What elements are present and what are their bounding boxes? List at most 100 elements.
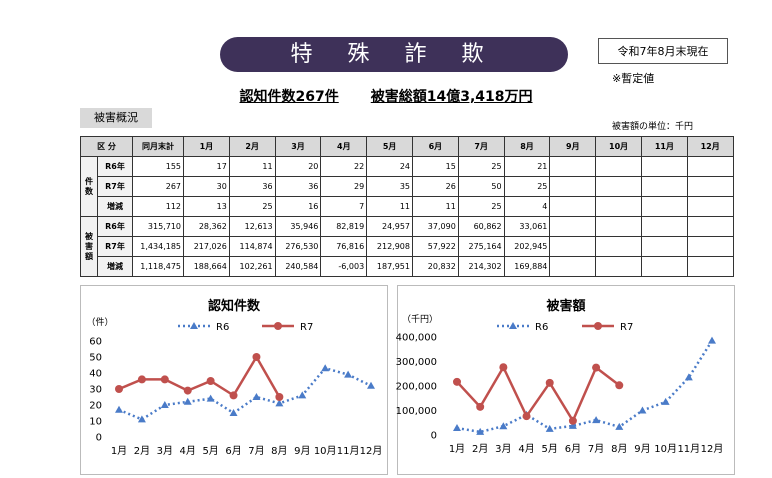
point bbox=[206, 394, 215, 402]
x-tick-label: 11月 bbox=[677, 443, 700, 455]
summary: 認知件数267件 被害総額14億3,418万円 bbox=[0, 86, 772, 106]
row-label: R7年 bbox=[96, 236, 134, 257]
header-cell: 10月 bbox=[595, 136, 642, 157]
row-label: 増減 bbox=[96, 196, 134, 217]
cell: 187,951 bbox=[366, 256, 413, 277]
cell: 114,874 bbox=[228, 236, 276, 257]
axis-label: （件） bbox=[86, 316, 113, 328]
x-tick-label: 2月 bbox=[472, 443, 488, 455]
row: 増減 1,118,475 188,664 102,261 240,584 -6,003 18… bbox=[81, 256, 734, 277]
y-tick-label: 400,000 bbox=[396, 333, 437, 344]
x-tick-label: 10月 bbox=[314, 445, 337, 457]
x-tick-label: 12月 bbox=[701, 443, 724, 455]
axis-label: （千円） bbox=[402, 314, 438, 325]
y-tick-label: 60 bbox=[89, 337, 102, 348]
row-label: R6年 bbox=[96, 156, 134, 177]
legend-label: R7 bbox=[620, 322, 633, 333]
cell: 214,302 bbox=[457, 256, 505, 277]
header-cell: 同月末計 bbox=[132, 136, 185, 157]
point bbox=[229, 391, 238, 400]
point bbox=[615, 381, 624, 390]
point bbox=[367, 381, 375, 389]
point bbox=[115, 385, 123, 393]
point bbox=[568, 416, 577, 425]
point bbox=[638, 406, 647, 414]
series-line bbox=[118, 366, 372, 421]
point bbox=[183, 397, 192, 405]
point bbox=[708, 336, 716, 344]
point bbox=[206, 377, 215, 385]
note: ※暫定値 bbox=[612, 72, 655, 85]
unit: 被害額の単位：千円 bbox=[612, 122, 694, 132]
point bbox=[522, 412, 531, 421]
point bbox=[275, 393, 284, 401]
header-cell: 5月 bbox=[366, 136, 413, 157]
cell: 240,584 bbox=[274, 256, 322, 277]
y-tick-label: 0 bbox=[431, 431, 437, 442]
table: 区 分同月末計 1月 2月 3月 4月 5月 6月 7月 8月 9月 10月 11月 12月 件数 R6年 1… bbox=[79, 136, 734, 277]
cell: 267 bbox=[132, 176, 185, 197]
x-tick-label: 9月 bbox=[634, 443, 650, 455]
x-tick-label: 4月 bbox=[518, 443, 534, 455]
point bbox=[592, 363, 601, 372]
x-tick-label: 2月 bbox=[134, 445, 150, 457]
summary-count: 認知件数267件 bbox=[239, 89, 339, 105]
legend-marker bbox=[274, 322, 282, 330]
header-cell: 11月 bbox=[640, 136, 688, 157]
point bbox=[321, 364, 330, 372]
y-tick-label: 100,000 bbox=[396, 406, 437, 417]
row-label: 増減 bbox=[96, 256, 134, 277]
x-tick-label: 8月 bbox=[611, 443, 627, 455]
point bbox=[137, 415, 146, 423]
point bbox=[183, 386, 192, 395]
y-tick-label: 20 bbox=[89, 401, 102, 412]
point bbox=[615, 422, 624, 430]
title: 特 殊 詐 欺 bbox=[220, 37, 568, 72]
x-tick-label: 6月 bbox=[225, 445, 241, 457]
x-tick-label: 3月 bbox=[495, 443, 511, 455]
y-tick-label: 30 bbox=[89, 385, 102, 396]
point bbox=[160, 375, 169, 384]
series-line bbox=[456, 364, 621, 424]
point bbox=[252, 353, 261, 361]
point bbox=[453, 424, 461, 432]
x-tick-label: 11月 bbox=[337, 445, 360, 457]
point bbox=[684, 373, 693, 381]
cell: 1,118,475 bbox=[132, 256, 185, 277]
x-tick-label: 3月 bbox=[157, 445, 173, 457]
chart-title: 被害額 bbox=[545, 298, 585, 314]
chart-title: 認知件数 bbox=[208, 298, 261, 314]
y-tick-label: 50 bbox=[89, 353, 102, 364]
empty-cell bbox=[686, 256, 734, 277]
point bbox=[661, 397, 670, 405]
cell: 102,261 bbox=[228, 256, 276, 277]
legend-label: R7 bbox=[300, 322, 313, 333]
point bbox=[115, 405, 123, 413]
as-of: 令和7年8月末現在 bbox=[598, 38, 728, 64]
x-tick-label: 7月 bbox=[588, 443, 604, 455]
point bbox=[275, 399, 284, 407]
point bbox=[545, 424, 554, 432]
series-line bbox=[456, 340, 714, 434]
legend-marker bbox=[190, 322, 198, 329]
legend-label: R6 bbox=[216, 322, 229, 333]
point bbox=[344, 370, 353, 378]
x-tick-label: 1月 bbox=[111, 445, 127, 457]
point bbox=[229, 409, 238, 416]
y-tick-label: 300,000 bbox=[396, 357, 437, 368]
point bbox=[252, 393, 261, 400]
y-tick-label: 40 bbox=[89, 369, 102, 380]
row: R7年 1,434,185 217,026 114,874 276,530 76,816 2… bbox=[81, 236, 734, 257]
header-cell: 6月 bbox=[412, 136, 459, 157]
x-tick-label: 6月 bbox=[565, 443, 581, 455]
row: 増減 112 13 25 16 7 11 11 25 4 bbox=[81, 196, 734, 217]
point bbox=[568, 421, 577, 429]
y-tick-label: 200,000 bbox=[396, 382, 437, 393]
header-cell: 3月 bbox=[274, 136, 322, 157]
legend-marker bbox=[594, 322, 602, 330]
header-cell: 2月 bbox=[228, 136, 276, 157]
x-tick-label: 1月 bbox=[449, 443, 465, 455]
point bbox=[499, 422, 508, 430]
